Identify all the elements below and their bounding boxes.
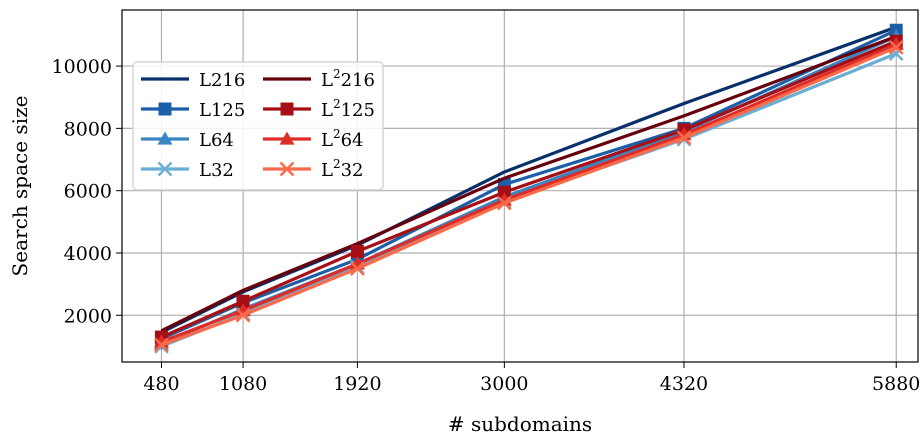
x-tick-label: 5880 xyxy=(872,373,920,395)
triangle-marker xyxy=(157,131,173,145)
legend-item: L216 xyxy=(141,70,245,91)
legend-item: L2125 xyxy=(263,97,375,121)
x-marker-stroke xyxy=(279,161,295,177)
legend-item: L64 xyxy=(141,130,234,151)
x-tick-label: 4320 xyxy=(660,373,708,395)
legend-item: L264 xyxy=(263,127,364,151)
legend-item: L232 xyxy=(263,157,364,181)
series-L32 xyxy=(154,40,904,353)
x-marker-stroke xyxy=(888,40,904,55)
legend-label: L64 xyxy=(199,130,234,151)
triangle-marker xyxy=(279,131,295,145)
legend-label: L2125 xyxy=(321,97,375,121)
x-marker xyxy=(676,130,692,146)
x-marker-stroke xyxy=(235,307,251,323)
x-marker-stroke xyxy=(157,161,173,177)
x-axis-label: # subdomains xyxy=(448,412,592,436)
x-marker xyxy=(279,161,295,177)
x-marker-stroke xyxy=(497,195,512,211)
y-axis-label: Search space size xyxy=(8,96,32,277)
y-tick-label: 6000 xyxy=(64,181,112,203)
y-tick-label: 4000 xyxy=(64,243,112,265)
series-line xyxy=(160,34,897,333)
x-tick-label: 1920 xyxy=(333,373,381,395)
series-L216 xyxy=(160,34,897,333)
plot-frame xyxy=(121,9,919,363)
legend-label: L125 xyxy=(199,100,245,121)
legend-label: L232 xyxy=(321,157,364,181)
legend-item: L2216 xyxy=(263,67,375,91)
y-tick-label: 8000 xyxy=(64,118,112,140)
x-marker xyxy=(350,261,365,276)
x-marker-stroke xyxy=(350,261,365,276)
y-tick-label: 10000 xyxy=(52,56,112,78)
legend-label: L2216 xyxy=(321,67,375,91)
x-marker xyxy=(497,195,512,211)
series-line xyxy=(160,39,897,339)
legend: L216 L125 L64 L32 L2216 L2125 L264 L232 xyxy=(132,61,384,191)
series-layer xyxy=(153,23,904,354)
square-marker xyxy=(350,244,364,258)
legend-label: L216 xyxy=(199,70,245,91)
x-tick-label: 1080 xyxy=(219,373,267,395)
x-marker-stroke xyxy=(154,337,169,353)
series-line xyxy=(160,45,897,347)
square-marker xyxy=(280,102,294,116)
legend-label: L264 xyxy=(321,127,364,151)
legend-box xyxy=(132,61,384,191)
legend-item: L32 xyxy=(141,160,234,181)
x-tick-label: 480 xyxy=(143,373,179,395)
x-marker xyxy=(888,40,904,55)
square-marker xyxy=(236,294,250,308)
y-tick-label: 2000 xyxy=(64,305,112,327)
x-marker-stroke xyxy=(676,130,692,146)
legend-item: L125 xyxy=(141,100,245,121)
ticks: 480 1080 1920 3000 4320 5880 2000 4000 6000 8000 1… xyxy=(52,56,921,395)
x-marker xyxy=(235,307,251,323)
legend-label: L32 xyxy=(199,160,234,181)
triangle-marker xyxy=(888,36,904,50)
x-marker xyxy=(154,337,169,353)
square-marker xyxy=(158,102,172,116)
series-line xyxy=(160,42,897,344)
x-tick-label: 3000 xyxy=(480,373,528,395)
square-marker xyxy=(497,185,511,199)
x-marker xyxy=(157,161,173,177)
